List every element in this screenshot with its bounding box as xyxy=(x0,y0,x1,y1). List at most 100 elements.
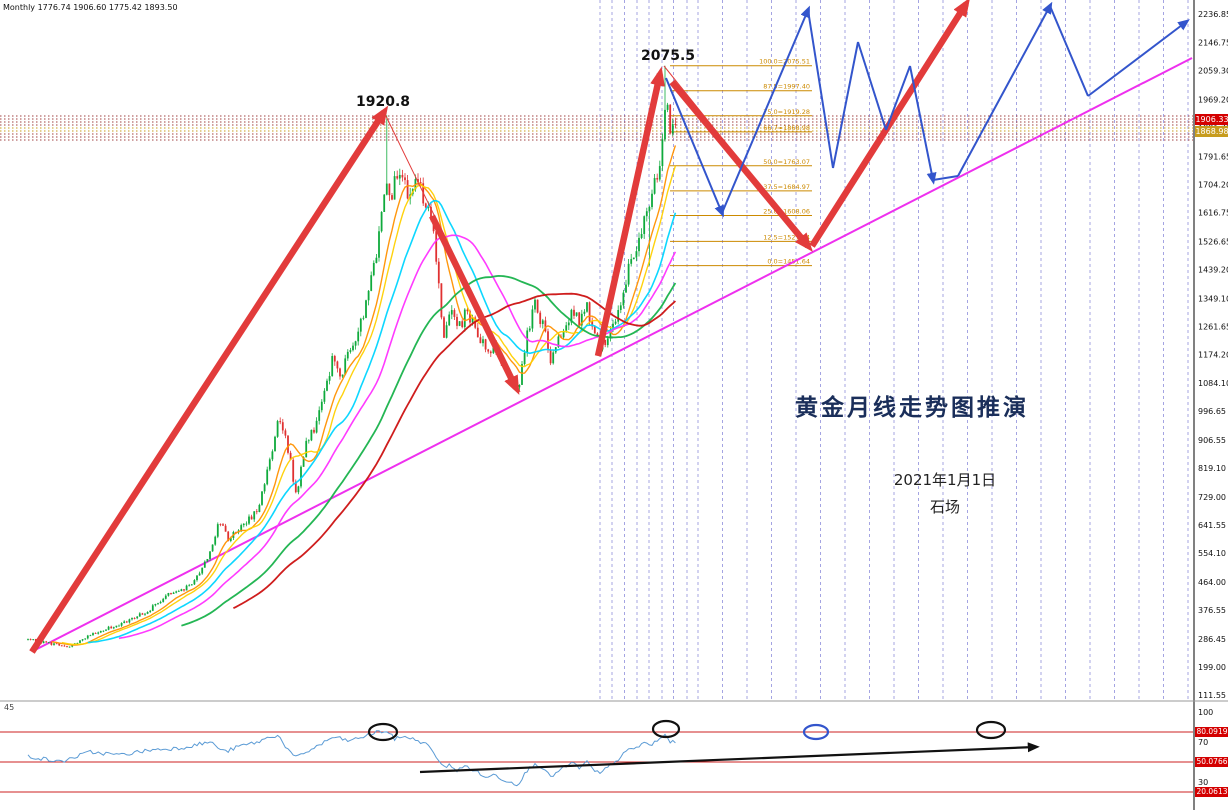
price-tick: 1439.20 xyxy=(1198,265,1228,274)
candle-body xyxy=(346,351,349,359)
candle-body xyxy=(118,625,120,627)
candle-body xyxy=(185,585,188,591)
candle-body xyxy=(229,538,232,541)
candle-body xyxy=(380,211,383,232)
candle-body xyxy=(196,575,198,581)
price-tag-current: 1906.33 xyxy=(1195,114,1228,125)
candle-body xyxy=(131,618,133,620)
candle-body xyxy=(341,374,344,377)
candle-body xyxy=(300,466,302,487)
candle-body xyxy=(297,486,300,493)
price-tick: 2236.85 xyxy=(1198,10,1228,19)
candle-body xyxy=(146,612,149,614)
candle-body xyxy=(149,610,152,613)
indicator-scale-tick: 30 xyxy=(1198,778,1208,787)
candle-body xyxy=(370,275,373,291)
candle-body xyxy=(638,237,640,252)
candle-body xyxy=(445,325,448,338)
candle-body xyxy=(123,621,126,624)
candle-body xyxy=(456,316,458,326)
ma-line-10 xyxy=(51,145,677,646)
candle-body xyxy=(58,643,61,646)
candle-body xyxy=(66,646,68,648)
chart-date: 2021年1月1日 xyxy=(893,471,997,489)
candle-body xyxy=(268,459,271,470)
candle-body xyxy=(115,625,118,628)
candle-body xyxy=(489,351,492,354)
candle-body xyxy=(172,592,175,594)
fib-label: 87.5=1997.40 xyxy=(763,83,810,91)
candle-body xyxy=(640,233,643,238)
candle-body xyxy=(427,207,430,208)
candle-body xyxy=(162,598,165,602)
candle-body xyxy=(71,644,74,647)
impulse-arrow xyxy=(809,0,971,248)
candle-body xyxy=(406,180,409,199)
candle-body xyxy=(461,321,464,328)
price-tick: 554.10 xyxy=(1198,549,1226,558)
candle-body xyxy=(656,178,659,180)
candle-body xyxy=(133,618,136,619)
candle-body xyxy=(76,642,79,644)
candle-body xyxy=(219,524,222,525)
candle-body xyxy=(466,309,469,312)
candle-body xyxy=(279,421,282,423)
candle-body xyxy=(190,584,193,586)
candle-body xyxy=(383,194,386,212)
fib-label: 12.5=1527.24 xyxy=(763,233,810,241)
candle-body xyxy=(110,626,113,629)
candle-body xyxy=(362,317,365,319)
indicator-trend-arrow xyxy=(419,742,1040,774)
candle-body xyxy=(471,317,474,323)
candle-body xyxy=(177,591,180,592)
candle-body xyxy=(292,459,295,482)
candle-body xyxy=(188,585,191,587)
candle-body xyxy=(375,257,378,263)
candle-body xyxy=(437,261,440,284)
candle-body xyxy=(580,313,583,326)
candle-body xyxy=(552,352,555,364)
candle-body xyxy=(27,639,29,640)
candle-body xyxy=(562,330,565,338)
candle-body xyxy=(671,123,674,134)
candle-body xyxy=(534,299,536,310)
price-tick: 1349.10 xyxy=(1198,294,1228,303)
candle-body xyxy=(632,257,635,260)
candle-body xyxy=(102,630,105,632)
candle-body xyxy=(60,645,63,647)
indicator-scale-tick: 70 xyxy=(1198,738,1208,747)
candle-body xyxy=(396,176,399,179)
candle-body xyxy=(635,251,638,258)
candle-body xyxy=(614,321,617,324)
candle-body xyxy=(591,321,594,327)
candle-body xyxy=(567,322,570,326)
candle-body xyxy=(284,430,287,436)
impulse-arrow xyxy=(594,66,665,357)
candle-body xyxy=(274,436,276,452)
candle-body xyxy=(206,558,209,562)
candle-body xyxy=(50,642,53,645)
candle-body xyxy=(323,390,326,402)
candle-body xyxy=(258,504,261,513)
candle-body xyxy=(417,179,419,183)
candle-body xyxy=(393,176,396,200)
candle-body xyxy=(240,525,243,531)
candle-body xyxy=(144,613,146,615)
candle-body xyxy=(289,452,292,460)
candle-body xyxy=(578,312,581,326)
candle-body xyxy=(664,109,666,140)
fib-label: 75.0=1919.28 xyxy=(763,108,810,116)
indicator-tag-50: 50.0766 xyxy=(1195,757,1228,767)
candle-body xyxy=(203,561,206,568)
candle-body xyxy=(479,337,482,344)
candle-body xyxy=(248,516,250,524)
fib-label: 100.0=2075.51 xyxy=(759,58,810,66)
candle-body xyxy=(385,183,388,195)
candle-body xyxy=(222,524,224,526)
candle-body xyxy=(328,376,331,381)
candle-body xyxy=(521,364,523,385)
candle-body xyxy=(557,336,560,348)
candle-body xyxy=(359,318,362,332)
candle-body xyxy=(157,603,159,604)
